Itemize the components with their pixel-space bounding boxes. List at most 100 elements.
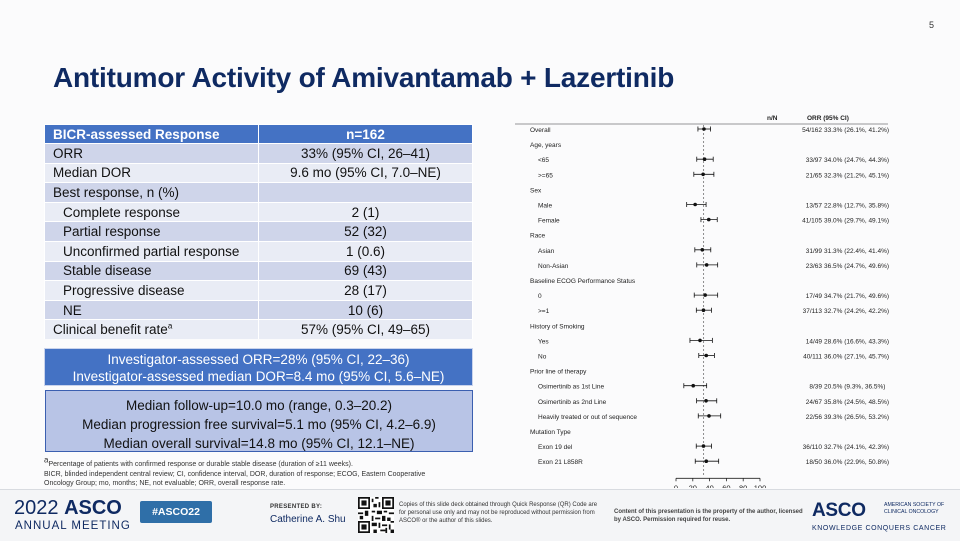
- subgroup-label: Asian: [538, 248, 555, 255]
- column-header-nN: n/N: [767, 115, 778, 122]
- orr-value: 28.6% (16.6%, 43.3%): [824, 338, 889, 345]
- point-estimate: [702, 157, 707, 161]
- row-label-cbr: Clinical benefit ratea: [44, 319, 259, 340]
- nN-value: 33/97: [806, 157, 823, 164]
- table-row: Best response, n (%): [44, 182, 473, 203]
- nN-value: 17/49: [806, 293, 823, 300]
- point-estimate: [704, 459, 709, 464]
- point-estimate: [701, 308, 706, 312]
- subgroup-label: Non-Asian: [538, 263, 569, 270]
- point-estimate: [703, 293, 707, 297]
- orr-value: 36.0% (22.9%, 50.8%): [824, 459, 889, 466]
- society-tagline: KNOWLEDGE CONQUERS CANCER: [812, 525, 947, 532]
- nN-value: 22/56: [806, 414, 823, 421]
- subgroup-heading: Sex: [530, 187, 542, 194]
- qr-notice: Copies of this slide deck obtained throu…: [399, 502, 598, 524]
- nN-value: 41/105: [802, 218, 822, 225]
- society-name: American Society of Clinical Oncology: [884, 502, 945, 515]
- row-value: 2 (1): [258, 201, 473, 222]
- nN-value: 31/99: [806, 248, 823, 255]
- orr-value: 31.3% (22.4%, 41.4%): [824, 248, 889, 255]
- row-label: Unconfirmed partial response: [44, 240, 259, 262]
- point-estimate: [704, 263, 709, 267]
- row-label: Progressive disease: [44, 280, 259, 301]
- table-header-label: BICR-assessed Response: [44, 124, 259, 144]
- subgroup-heading: Baseline ECOG Performance Status: [530, 278, 636, 285]
- meeting-logo: 2022 ASCO: [14, 497, 122, 520]
- row-value: 57% (95% CI, 49–65): [258, 319, 473, 340]
- table-row: NE 10 (6): [44, 299, 473, 320]
- orr-value: 20.5% (9.3%, 36.5%): [824, 384, 885, 391]
- orr-value: 39.3% (26.5%, 53.2%): [824, 414, 889, 421]
- point-estimate: [702, 127, 706, 131]
- orr-value: 35.8% (24.5%, 48.5%): [824, 399, 889, 406]
- table-row: Complete response 2 (1): [44, 201, 473, 222]
- x-tick-label: 40: [705, 483, 713, 488]
- subgroup-label: Exon 21 L858R: [538, 459, 583, 466]
- nN-value: 18/50: [806, 459, 823, 466]
- qr-code-icon[interactable]: [358, 497, 394, 533]
- subgroup-label: <65: [538, 157, 549, 164]
- median-follow-up: Median follow-up=10.0 mo (range, 0.3–20.…: [125, 398, 393, 413]
- subgroup-heading: History of Smoking: [530, 323, 585, 330]
- nN-value: 23/63: [806, 263, 823, 270]
- orr-value: 32.3% (21.2%, 45.1%): [824, 172, 889, 179]
- page-number: 5: [928, 20, 934, 30]
- subgroup-label: Heavily treated or out of sequence: [538, 414, 637, 421]
- presenter-name: Catherine A. Shu: [270, 514, 346, 525]
- presented-by-label: PRESENTED BY:: [270, 504, 323, 510]
- orr-value: 34.0% (24.7%, 44.3%): [824, 157, 889, 164]
- orr-value: 36.5% (24.7%, 49.6%): [824, 263, 889, 270]
- row-label: Best response, n (%): [44, 182, 259, 203]
- slide-title: Antitumor Activity of Amivantamab + Laze…: [53, 62, 675, 93]
- subgroup-label: Female: [538, 218, 560, 225]
- footer: 2022 ASCO ANNUAL MEETING #ASCO22 PRESENT…: [0, 489, 960, 541]
- orr-value: 32.7% (24.2%, 42.2%): [824, 308, 889, 315]
- orr-value: 33.3% (26.1%, 41.2%): [824, 127, 889, 134]
- subgroup-label: Overall: [530, 127, 551, 134]
- orr-value: 36.0% (27.1%, 45.7%): [824, 354, 889, 361]
- table-row: Stable disease 69 (43): [44, 260, 473, 281]
- footnote-marker: a: [167, 321, 173, 331]
- point-estimate: [693, 202, 697, 207]
- subgroup-label: >=65: [538, 172, 553, 179]
- nN-value: 36/110: [803, 444, 823, 451]
- investigator-dor: Investigator-assessed median DOR=8.4 mo …: [72, 369, 445, 384]
- x-tick-label: 100: [754, 483, 767, 488]
- row-value: 1 (0.6): [258, 240, 473, 262]
- orr-value: 39.0% (29.7%, 49.1%): [824, 218, 889, 225]
- footnote-line-2: BICR, blinded independent central review…: [44, 470, 426, 478]
- forest-plot: n/N ORR (95% CI) Overall 54/162 33.3% (26.1%…: [515, 115, 889, 488]
- x-tick-label: 20: [689, 483, 697, 488]
- median-pfs: Median progression free survival=5.1 mo …: [82, 417, 436, 432]
- table-row: Unconfirmed partial response 1 (0.6): [44, 240, 473, 262]
- meeting-asco: ASCO: [64, 497, 122, 519]
- table-row: Clinical benefit ratea 57% (95% CI, 49–6…: [44, 319, 473, 340]
- point-estimate: [706, 217, 711, 222]
- row-value: [258, 182, 473, 203]
- row-value: 52 (32): [258, 221, 473, 242]
- table-row: Median DOR 9.6 mo (95% CI, 7.0–NE): [44, 162, 473, 183]
- table-header-row: BICR-assessed Response n=162: [44, 124, 473, 144]
- nN-value: 37/113: [803, 308, 823, 315]
- meeting-name: ANNUAL MEETING: [15, 520, 131, 532]
- subgroup-label: >=1: [538, 308, 550, 315]
- orr-value: 22.8% (12.7%, 35.8%): [824, 203, 889, 210]
- subgroup-label: Osimertinib as 2nd Line: [538, 399, 607, 406]
- footnote-line-1: Percentage of patients with confirmed re…: [48, 461, 353, 468]
- meeting-year: 2022: [14, 497, 59, 519]
- x-tick-label: 60: [722, 483, 730, 488]
- subgroup-label: Osimertinib as 1st Line: [538, 384, 604, 391]
- row-label: Clinical benefit rate: [53, 322, 168, 338]
- row-value: 10 (6): [258, 299, 473, 320]
- hashtag-badge: #ASCO22: [140, 501, 212, 523]
- row-label: Partial response: [44, 221, 259, 242]
- row-value: 69 (43): [258, 260, 473, 281]
- subgroup-heading: Mutation Type: [530, 429, 571, 436]
- x-tick-label: 80: [739, 483, 747, 488]
- nN-value: 14/49: [806, 338, 823, 345]
- nN-value: 13/57: [806, 203, 823, 210]
- asco-logo: ASCO: [812, 500, 866, 521]
- table-row: ORR 33% (95% CI, 26–41): [44, 143, 473, 164]
- table-header-value: n=162: [258, 124, 473, 144]
